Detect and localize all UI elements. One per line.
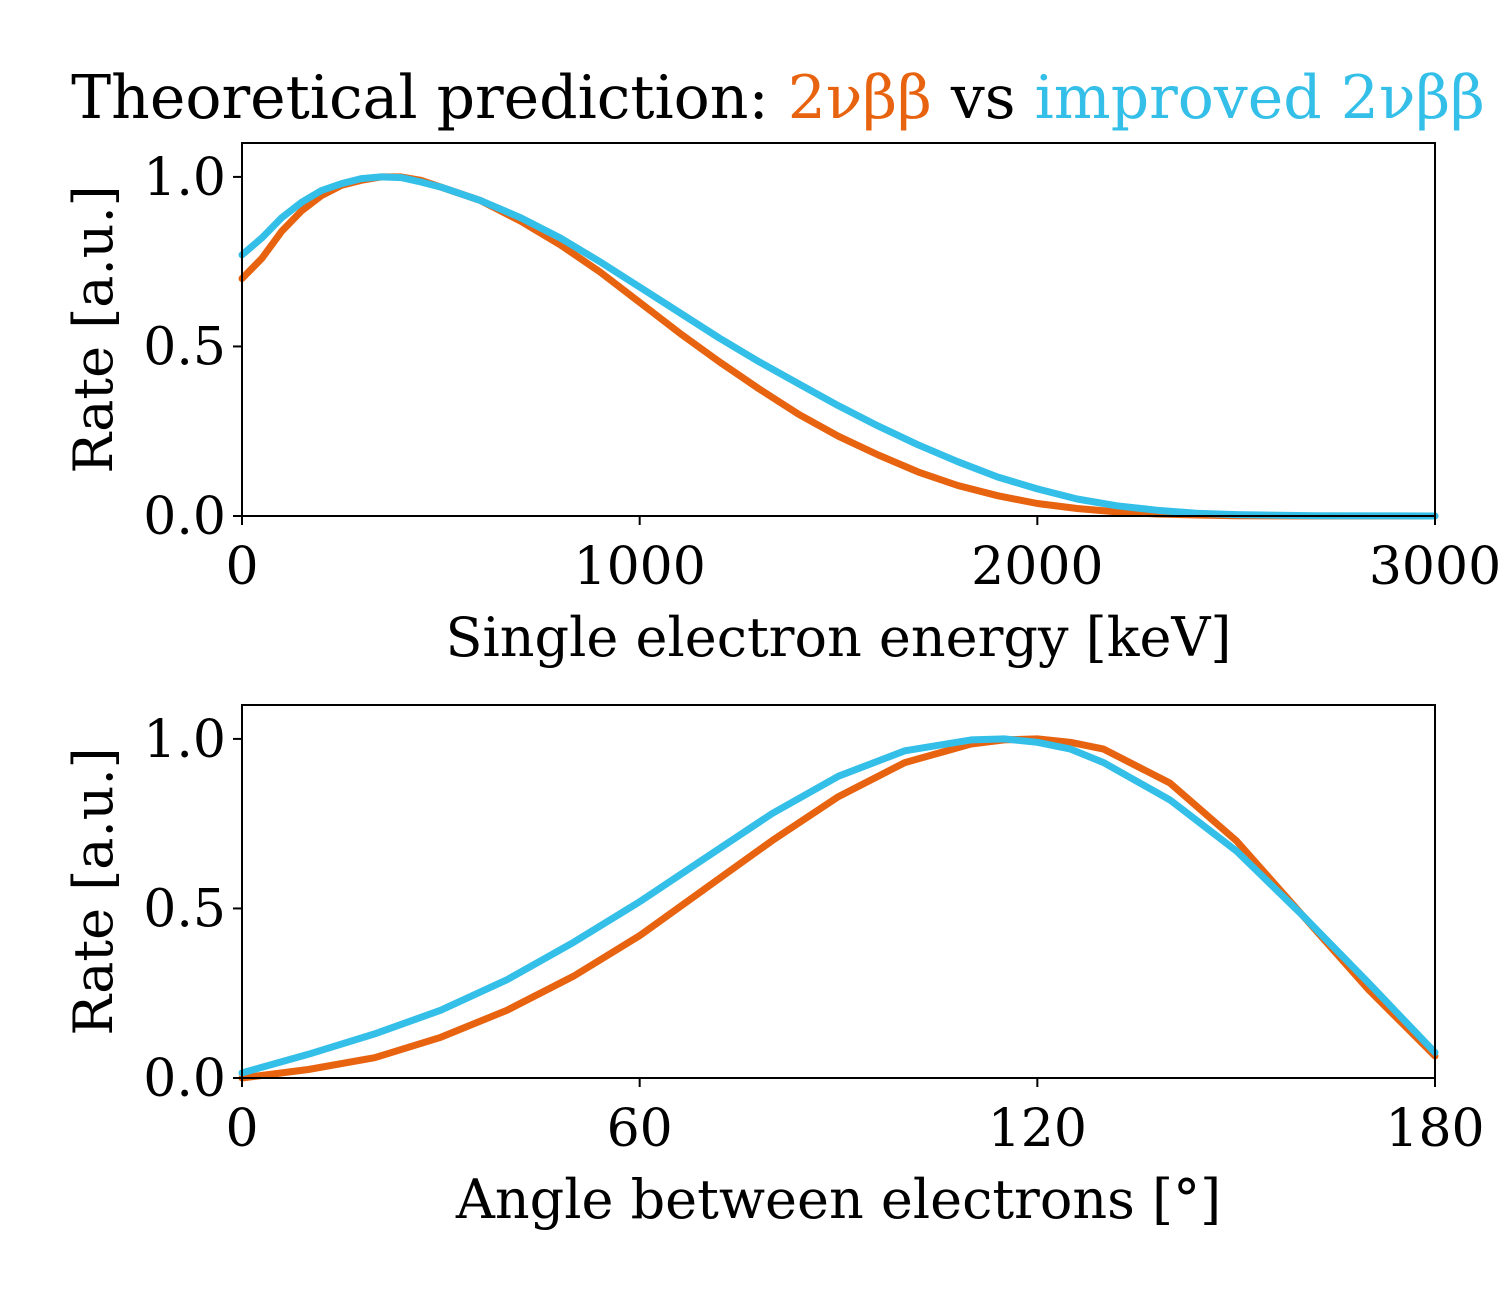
series-line-improved [238,735,1439,1077]
y-tick-label: 0.5 [143,879,226,939]
plot-frame [241,704,1436,1079]
plot-frame [241,142,1436,517]
title-middle: vs [932,63,1035,133]
y-tick-label: 0.0 [143,1049,226,1109]
x-tick-label: 1000 [573,537,705,597]
y-tick-label: 0.5 [143,317,226,377]
x-axis-label: Single electron energy [keV] [446,606,1232,669]
x-tick-label: 60 [607,1099,673,1159]
title-series-standard: 2νββ [788,63,932,133]
figure-title: Theoretical prediction: 2νββ vs improved… [71,63,1485,133]
y-tick-label: 1.0 [143,710,226,770]
title-prefix: Theoretical prediction: [71,63,788,133]
series-line-standard [238,173,1439,520]
x-tick-label: 3000 [1369,537,1500,597]
y-tick-label: 0.0 [143,487,226,547]
energy-spectrum-panel: 0 1000 2000 3000 0.0 0.5 1.0 Single electron en… [62,142,1500,669]
y-axis-label: Rate [a.u.] [62,747,125,1035]
series-line-standard [238,735,1439,1082]
series-line-improved [238,173,1439,520]
x-tick-label: 120 [988,1099,1087,1159]
angular-distribution-panel: 0 60 120 180 0.0 0.5 1.0 Angle between electron… [62,704,1485,1231]
x-tick-label: 2000 [971,537,1103,597]
x-tick-label: 0 [225,537,258,597]
x-tick-label: 0 [225,1099,258,1159]
title-series-improved: improved 2νββ [1035,63,1485,133]
x-tick-label: 180 [1385,1099,1484,1159]
y-axis-label: Rate [a.u.] [62,185,125,473]
y-tick-label: 1.0 [143,148,226,208]
x-axis-label: Angle between electrons [°] [455,1168,1221,1231]
